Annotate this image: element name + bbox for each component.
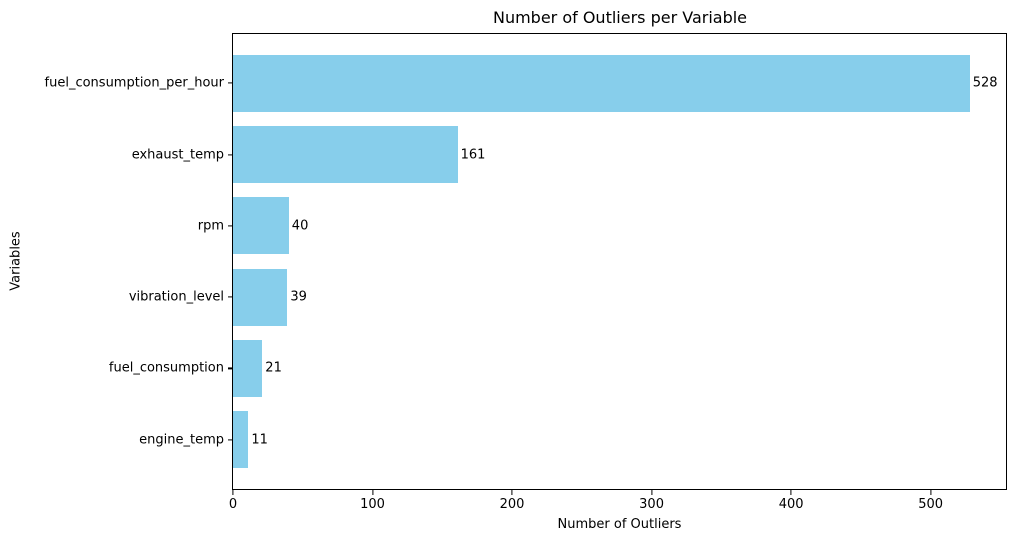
x-tick-mark [232, 490, 234, 495]
y-tick-mark [228, 153, 233, 156]
plot-area: Number of Outliers 528 fuel_consumption_p… [45, 33, 1007, 532]
x-tick-label: 100 [360, 497, 385, 512]
bar-value-label: 161 [460, 147, 486, 163]
x-tick-mark [650, 490, 653, 495]
bar-fuel_consumption_per_hour [233, 54, 970, 112]
y-tick-label: exhaust_temp [131, 147, 224, 163]
x-tick-mark [930, 490, 932, 495]
y-tick-label: fuel_consumption_per_hour [44, 75, 224, 91]
chart-title: Number of Outliers per Variable [492, 8, 748, 27]
x-tick-label: 400 [778, 497, 804, 512]
x-tick-label: 200 [499, 497, 525, 512]
x-tick-mark [790, 490, 792, 495]
x-tick-label: 0 [228, 497, 238, 512]
y-tick-mark [228, 82, 233, 84]
y-tick-mark [228, 367, 233, 370]
x-axis-label: Number of Outliers [557, 517, 682, 532]
y-tick-mark [228, 439, 233, 441]
bar-engine_temp [233, 411, 249, 469]
y-tick-label: rpm [197, 218, 224, 234]
bar-value-label: 39 [290, 289, 307, 305]
bar-value-label: 40 [291, 218, 309, 234]
y-tick-label: vibration_level [128, 289, 224, 305]
x-tick-label: 300 [639, 497, 664, 512]
x-tick-mark [511, 490, 513, 495]
bar-fuel_consumption [233, 339, 263, 397]
x-tick-mark [371, 490, 374, 495]
y-tick-label: engine_temp [139, 432, 224, 448]
bar-value-label: 11 [251, 432, 268, 448]
y-tick-mark [228, 225, 233, 227]
y-axis-label: Variables [8, 231, 24, 291]
x-tick-label: 500 [918, 497, 944, 512]
y-tick-mark [228, 296, 233, 298]
bar-value-label: 528 [972, 75, 998, 91]
bar-value-label: 21 [265, 360, 282, 376]
bar-rpm [233, 197, 289, 255]
bar-exhaust_temp [233, 125, 458, 184]
bar-vibration_level [233, 268, 288, 326]
y-tick-label: fuel_consumption [108, 360, 224, 376]
